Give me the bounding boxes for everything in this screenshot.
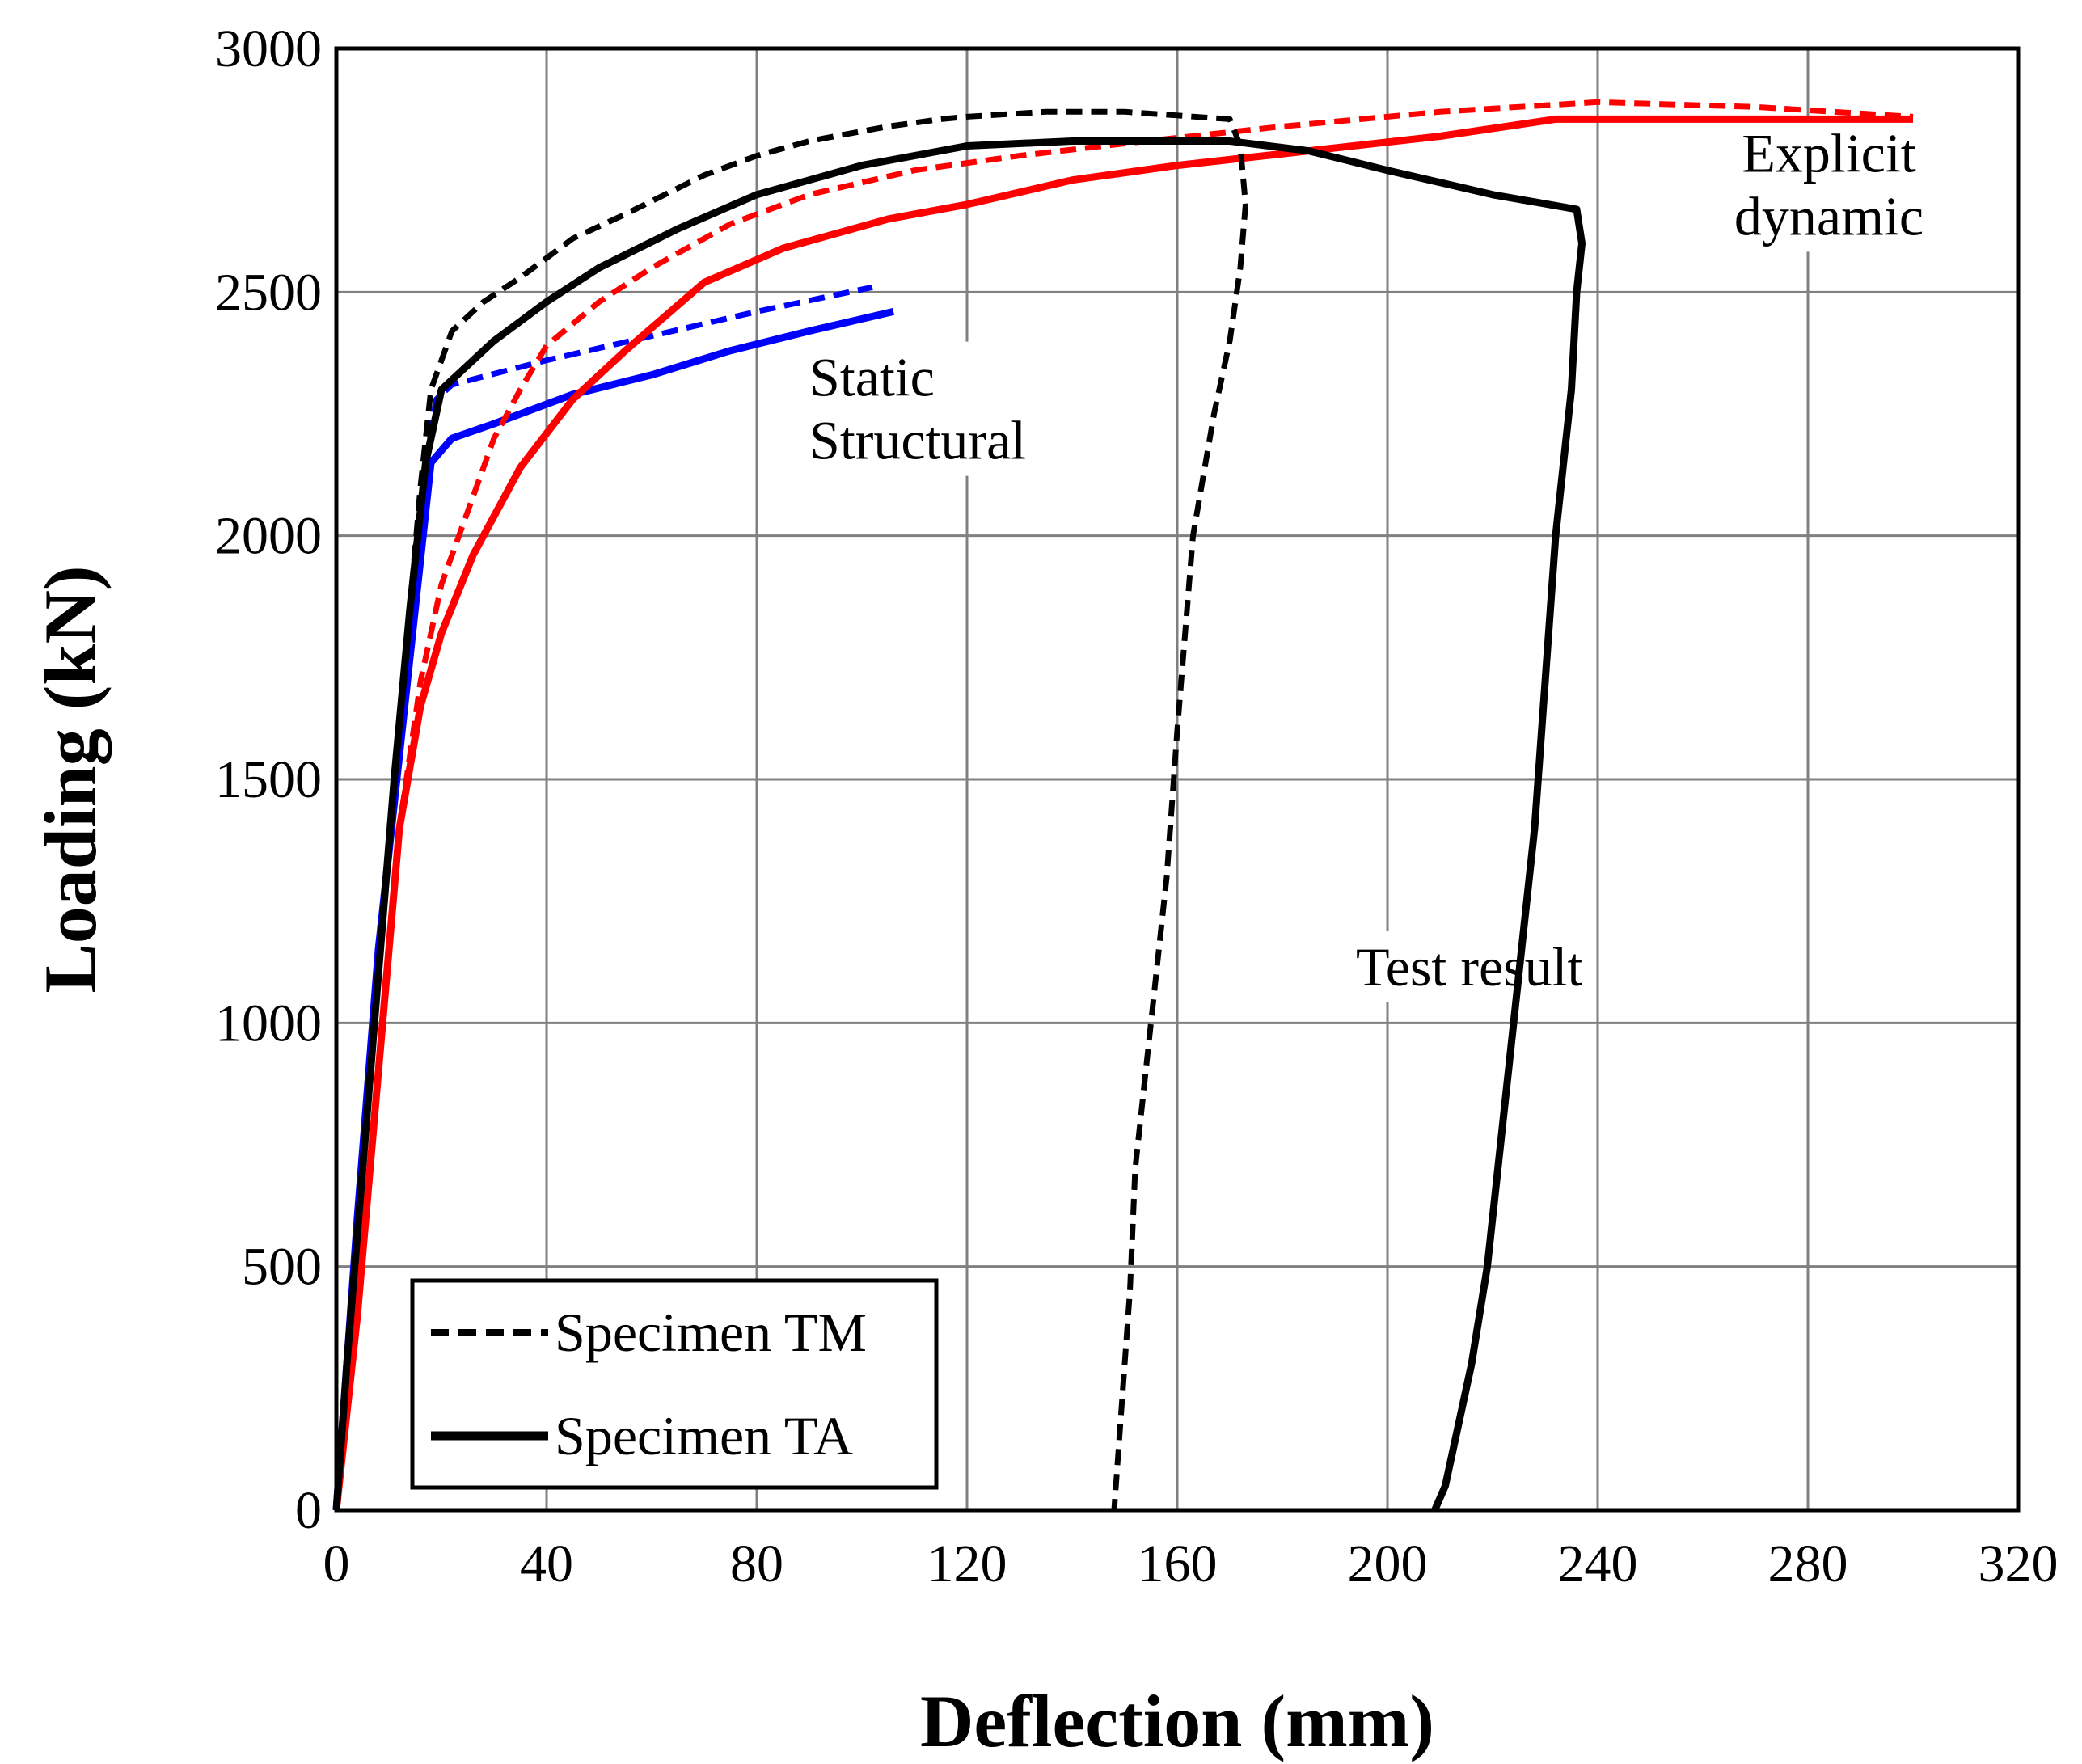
y-axis-title: Loading (kN) (29, 565, 112, 993)
x-tick-label: 280 (1768, 1534, 1848, 1593)
plot-area-frame (334, 46, 2021, 1513)
annotation-text: dynamic (1734, 185, 1924, 247)
x-tick-label: 120 (927, 1534, 1007, 1593)
y-tick-label: 2000 (215, 507, 322, 566)
axis-ticks: 0 40 80 120 160 200 240 280 320 0 500 1000 1500 2000 2… (215, 19, 2059, 1593)
series (332, 99, 1914, 1512)
series-line-explicit-ta (332, 115, 1913, 1511)
y-tick-label: 0 (295, 1481, 322, 1540)
series-line-test-ta (332, 137, 1586, 1512)
legend-box (410, 1278, 939, 1490)
annotation-text: Static (809, 347, 935, 408)
x-tick-label: 0 (323, 1534, 350, 1593)
y-tick-label: 1500 (215, 750, 322, 809)
x-tick-label: 320 (1979, 1534, 2059, 1593)
y-tick-label: 500 (242, 1238, 322, 1297)
y-tick-label: 2500 (215, 263, 322, 322)
x-tick-label: 240 (1558, 1534, 1638, 1593)
grid (336, 49, 2018, 1510)
annotation-text: Structural (809, 410, 1026, 471)
x-axis-title: Deflection (mm) (920, 1680, 1434, 1762)
x-tick-label: 200 (1348, 1534, 1428, 1593)
x-tick-label: 80 (730, 1534, 783, 1593)
legend-label-tm: Specimen TM (555, 1302, 867, 1363)
x-tick-label: 40 (520, 1534, 573, 1593)
legend-label-ta: Specimen TA (555, 1405, 853, 1466)
annotation-background (801, 341, 1035, 476)
annotation-text: Explicit (1742, 122, 1915, 184)
y-tick-label: 3000 (215, 19, 322, 78)
annotation-background (1348, 931, 1591, 1002)
annotation: Test result (1348, 931, 1591, 1002)
annotation-background (1725, 117, 1932, 252)
y-tick-label: 1000 (215, 994, 322, 1053)
legend: Specimen TM Specimen TA (410, 1278, 939, 1490)
annotation-text: Test result (1356, 936, 1583, 998)
x-tick-label: 160 (1138, 1534, 1218, 1593)
